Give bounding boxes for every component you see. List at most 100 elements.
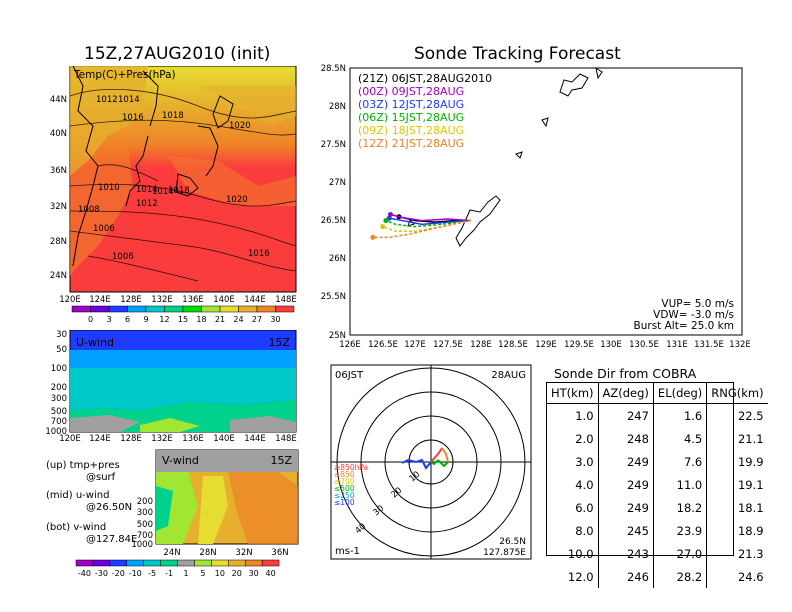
pressure-label: 1006 xyxy=(93,224,115,234)
hodo-level: ≤700 xyxy=(334,477,355,486)
table-row: 12.0 246 28.2 24.6 xyxy=(547,565,768,588)
table-cell: 11.0 xyxy=(652,473,707,496)
sonde-table-frame: HT(km) AZ(deg) EL(deg) RNG(km) 1.0 247 1.6… xyxy=(546,382,768,588)
table-cell: 28.2 xyxy=(652,565,707,588)
lat-tick: 26.5N xyxy=(321,216,346,226)
colorbar-tick: 5 xyxy=(200,569,205,578)
table-row: 8.0 245 23.9 18.9 xyxy=(547,519,768,542)
track-end-point xyxy=(388,211,394,217)
colorbar-swatch xyxy=(75,559,94,567)
table-row: 2.0 248 4.5 21.1 xyxy=(547,427,768,450)
table-cell: 24.6 xyxy=(706,565,768,588)
lon-tick: 129.5E xyxy=(564,340,594,350)
lat-tick: 27N xyxy=(329,178,346,188)
track-line xyxy=(390,213,471,222)
tracking-title: Sonde Tracking Forecast xyxy=(414,44,621,64)
table-header-row: HT(km) AZ(deg) EL(deg) RNG(km) xyxy=(547,383,768,404)
lat-tick: 24N xyxy=(50,271,67,281)
sonde-table: HT(km) AZ(deg) EL(deg) RNG(km) 1.0 247 1.6… xyxy=(547,383,768,588)
uwind-y-tick: 30 xyxy=(56,330,67,340)
colorbar-swatch xyxy=(238,305,258,313)
lon-tick: 128E xyxy=(120,295,142,305)
lat-tick: 26N xyxy=(329,254,346,264)
lon-tick: 130E xyxy=(600,340,622,350)
column-header: HT(km) xyxy=(547,383,599,404)
table-row: 10.0 243 27.0 21.3 xyxy=(547,542,768,565)
colorbar-swatch xyxy=(182,305,202,313)
uwind-x-tick: 128E xyxy=(120,434,142,442)
sonde-params: VUP= 5.0 m/s VDW= -3.0 m/s Burst Alt= 25… xyxy=(634,298,734,332)
colorbar-swatch xyxy=(261,559,280,567)
lon-tick: 129E xyxy=(535,340,557,350)
pressure-label: 1012 xyxy=(136,199,158,209)
uwind-y-tick: 500 xyxy=(51,407,67,417)
map-lat-ticks: 44N 40N 36N 32N 28N 24N xyxy=(50,95,67,281)
pressure-label: 1018 xyxy=(168,186,190,196)
hodograph: 06JST 28AUG ms-1 26.5N 127.875E ≥850hPa … xyxy=(330,364,532,560)
lon-tick: 128.5E xyxy=(498,340,528,350)
table-cell: 249 xyxy=(597,496,654,519)
legend-note: (up) tmp+pres @surf xyxy=(46,460,120,483)
track-line xyxy=(389,217,471,226)
table-cell: 2.0 xyxy=(575,431,594,446)
legend-entry: (03Z) 12JST,28AUG xyxy=(358,98,464,111)
colorbar-tick: 6 xyxy=(125,315,130,324)
colorbar-swatch xyxy=(92,559,111,567)
tracking-chart: 28.5N 28N 27.5N 27N 26.5N 26N 25.5N 25N … xyxy=(321,64,750,350)
lat-tick: 28N xyxy=(50,237,67,247)
colorbar-tick: -20 xyxy=(112,569,125,578)
vwind-x-tick: 24N xyxy=(163,548,180,558)
uwind-x-tick: 136E xyxy=(182,434,204,442)
legend-note: (bot) v-wind @127.84E xyxy=(46,522,138,545)
lat-tick: 32N xyxy=(50,202,67,212)
colorbar-tick: -1 xyxy=(165,569,173,578)
pressure-label: 1012 xyxy=(96,95,118,105)
colorbar-swatch xyxy=(90,305,110,313)
colorbar-swatch xyxy=(143,559,161,567)
uwind-x-tick: 124E xyxy=(89,434,111,442)
colorbar-tick: 30 xyxy=(270,315,280,324)
legend-note: (mid) u-wind @26.50N xyxy=(46,490,133,513)
colorbar-swatch xyxy=(126,559,144,567)
lat-tick: 36N xyxy=(50,166,67,176)
table-cell: 12.0 xyxy=(567,569,594,584)
table-cell: 4.0 xyxy=(575,477,594,492)
lon-tick: 128E xyxy=(470,340,492,350)
column-header: EL(deg) xyxy=(652,383,707,404)
legend-entry: (21Z) 06JST,28AUG2010 xyxy=(358,72,492,85)
lon-tick: 126E xyxy=(339,340,361,350)
lon-tick: 124E xyxy=(89,295,111,305)
uwind-x-tick: 120E xyxy=(59,434,81,442)
table-cell: 7.6 xyxy=(652,450,707,473)
pressure-label: 1014 xyxy=(136,185,158,195)
lon-tick: 130.5E xyxy=(629,340,659,350)
column-header: RNG(km) xyxy=(706,383,768,404)
uwind-x-tick: 140E xyxy=(213,434,235,442)
pressure-label: 1014 xyxy=(152,187,174,197)
colorbar-swatch xyxy=(201,305,221,313)
lat-tick: 27.5N xyxy=(321,140,346,150)
colorbar-tick: 20 xyxy=(232,569,242,578)
lon-tick: 144E xyxy=(244,295,266,305)
pressure-label: 1014 xyxy=(118,95,140,105)
colorbar-tick: 3 xyxy=(106,315,111,324)
lat-tick: 25.5N xyxy=(321,292,346,302)
hodo-lat: 26.5N xyxy=(499,537,526,547)
lon-tick: 127.5E xyxy=(433,340,463,350)
lat-tick: 25N xyxy=(329,331,346,341)
uwind-label: U-wind xyxy=(76,336,114,349)
hodo-level: ≤250 xyxy=(334,491,355,500)
pressure-label: 1016 xyxy=(122,113,144,123)
lat-tick: 28.5N xyxy=(321,64,346,74)
table-cell: 245 xyxy=(597,519,654,542)
lon-tick: 126.5E xyxy=(368,340,398,350)
lon-tick: 127E xyxy=(404,340,426,350)
pressure-label: 1018 xyxy=(162,111,184,121)
table-cell: 3.0 xyxy=(575,454,594,469)
legend-entry: (00Z) 09JST,28AUG xyxy=(358,85,464,98)
colorbar-tick: 1 xyxy=(183,569,188,578)
colorbar-swatch xyxy=(127,305,147,313)
table-cell: 1.6 xyxy=(652,403,707,427)
vwind-y-tick: 700 xyxy=(137,531,153,541)
uwind-panel: U-wind 15Z 30 50 100 200 300 500 700 100… xyxy=(45,330,297,442)
